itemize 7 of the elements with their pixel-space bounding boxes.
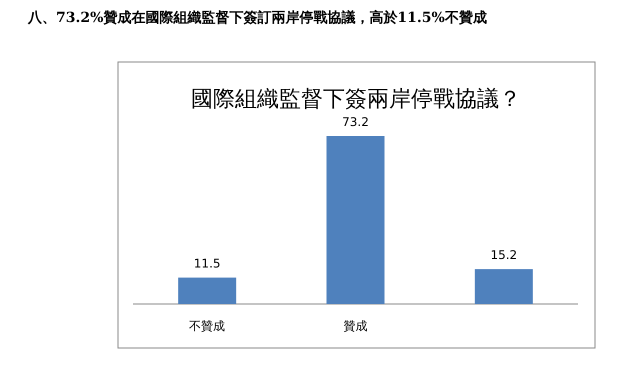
data-label: 11.5 xyxy=(194,256,221,271)
x-tick-label: 不贊成 xyxy=(189,319,226,333)
x-tick-label: 贊成 xyxy=(344,319,368,333)
data-label: 73.2 xyxy=(342,115,369,129)
data-label: 15.2 xyxy=(490,248,518,262)
chart-title: 國際組織監督下簽兩岸停戰協議？ xyxy=(191,87,521,112)
text: 八、73.2%贊成在國際組織監督下簽訂兩岸停戰協議，高於11.5%不贊成 xyxy=(27,9,487,26)
